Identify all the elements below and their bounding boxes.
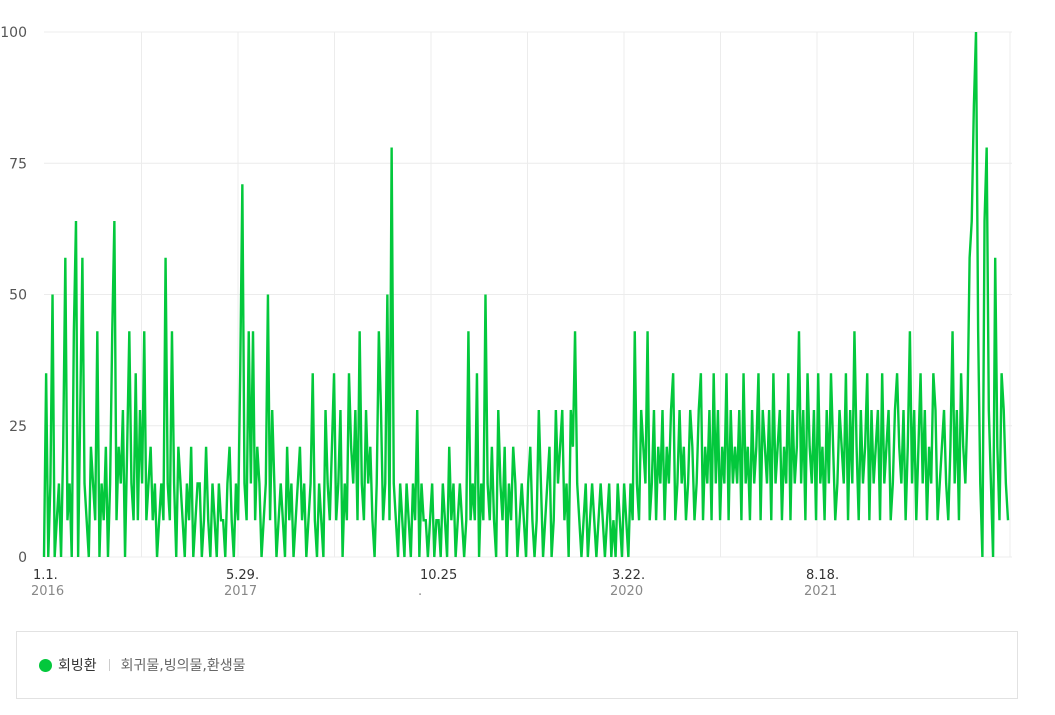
legend-related-terms: 회귀물,빙의물,환생물: [120, 658, 246, 674]
x-tick-label: 1.1.: [33, 568, 58, 583]
legend-divider: [108, 659, 110, 671]
x-tick-year: 2021: [804, 584, 837, 599]
x-tick-year: 2017: [224, 584, 257, 599]
x-tick-year: 2020: [610, 584, 643, 599]
x-tick-label: 10.25: [420, 568, 457, 583]
series-line: [42, 31, 1010, 558]
x-axis: 1.1.2016 5.29.2017 10.25. 3.22.2020 8.18.202…: [31, 568, 839, 599]
plot-area: [42, 31, 1010, 558]
y-axis: 0 25 50 75 100: [0, 25, 27, 566]
x-tick-label: 8.18.: [806, 568, 839, 583]
y-tick-label: 0: [18, 550, 27, 566]
x-tick-label: 3.22.: [612, 568, 645, 583]
legend: 회빙환 회귀물,빙의물,환생물: [16, 631, 1018, 699]
y-tick-label: 75: [9, 156, 27, 172]
x-tick-label: 5.29.: [226, 568, 259, 583]
legend-series-dot: [39, 658, 52, 672]
y-tick-label: 100: [0, 25, 27, 41]
x-tick-year: 2016: [31, 584, 64, 599]
y-tick-label: 50: [9, 288, 27, 304]
y-tick-label: 25: [9, 419, 27, 435]
legend-series-name: 회빙환: [58, 658, 97, 674]
x-tick-year: .: [418, 584, 422, 599]
